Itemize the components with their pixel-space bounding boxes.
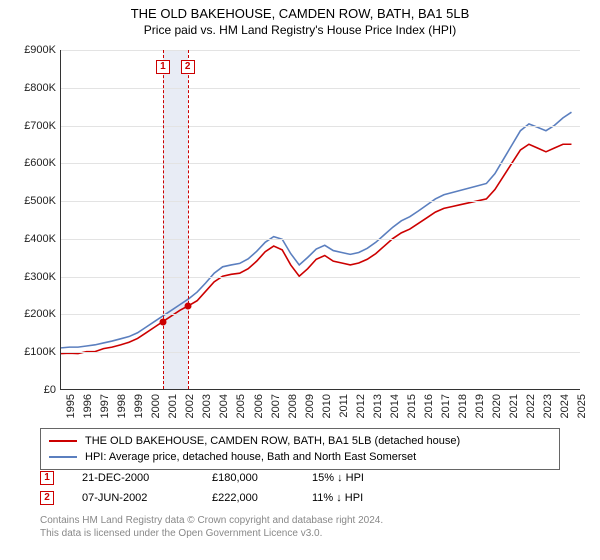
legend-swatch — [49, 456, 77, 458]
footer: Contains HM Land Registry data © Crown c… — [40, 514, 383, 540]
gridline — [61, 239, 580, 240]
y-axis-label: £500K — [24, 195, 56, 207]
y-axis-label: £400K — [24, 233, 56, 245]
gridline — [61, 201, 580, 202]
chart-subtitle: Price paid vs. HM Land Registry's House … — [0, 23, 600, 37]
gridline — [61, 163, 580, 164]
x-axis-label: 2015 — [406, 394, 418, 418]
event-vline — [188, 50, 189, 389]
event-date: 07-JUN-2002 — [82, 492, 212, 504]
x-axis-label: 2022 — [525, 394, 537, 418]
x-axis-label: 2007 — [270, 394, 282, 418]
x-axis-label: 1999 — [133, 394, 145, 418]
legend-label: HPI: Average price, detached house, Bath… — [85, 451, 416, 463]
y-axis-label: £100K — [24, 346, 56, 358]
gridline — [61, 50, 580, 51]
plot-area: £0£100K£200K£300K£400K£500K£600K£700K£80… — [60, 50, 580, 390]
chart-title: THE OLD BAKEHOUSE, CAMDEN ROW, BATH, BA1… — [0, 6, 600, 21]
event-marker: 1 — [156, 60, 170, 74]
plot-frame: £0£100K£200K£300K£400K£500K£600K£700K£80… — [60, 50, 580, 390]
titles: THE OLD BAKEHOUSE, CAMDEN ROW, BATH, BA1… — [0, 0, 600, 37]
x-axis-label: 2010 — [321, 394, 333, 418]
y-axis-label: £200K — [24, 308, 56, 320]
footer-line: This data is licensed under the Open Gov… — [40, 527, 383, 540]
x-axis-label: 2021 — [508, 394, 520, 418]
x-axis-label: 2006 — [253, 394, 265, 418]
event-row: 1 21-DEC-2000 £180,000 15% ↓ HPI — [40, 468, 432, 488]
event-price: £222,000 — [212, 492, 312, 504]
y-axis-label: £600K — [24, 157, 56, 169]
y-axis-label: £700K — [24, 120, 56, 132]
x-axis-label: 2025 — [576, 394, 588, 418]
event-dot — [184, 303, 191, 310]
event-date: 21-DEC-2000 — [82, 472, 212, 484]
event-dot — [159, 319, 166, 326]
x-axis-label: 2017 — [440, 394, 452, 418]
x-axis-label: 2005 — [235, 394, 247, 418]
y-axis-label: £300K — [24, 271, 56, 283]
gridline — [61, 314, 580, 315]
x-axis-label: 2003 — [201, 394, 213, 418]
x-axis-label: 2018 — [457, 394, 469, 418]
legend-item: HPI: Average price, detached house, Bath… — [49, 449, 551, 465]
x-axis-label: 2001 — [167, 394, 179, 418]
legend-item: THE OLD BAKEHOUSE, CAMDEN ROW, BATH, BA1… — [49, 433, 551, 449]
x-axis-label: 2014 — [389, 394, 401, 418]
gridline — [61, 277, 580, 278]
footer-line: Contains HM Land Registry data © Crown c… — [40, 514, 383, 527]
x-axis-label: 2023 — [542, 394, 554, 418]
event-table: 1 21-DEC-2000 £180,000 15% ↓ HPI 2 07-JU… — [40, 468, 432, 508]
chart-container: THE OLD BAKEHOUSE, CAMDEN ROW, BATH, BA1… — [0, 0, 600, 560]
series-hpi — [61, 112, 571, 348]
legend-swatch — [49, 440, 77, 442]
y-axis-label: £800K — [24, 82, 56, 94]
y-axis-label: £900K — [24, 44, 56, 56]
x-axis-label: 1995 — [65, 394, 77, 418]
x-axis-label: 2016 — [423, 394, 435, 418]
x-axis-label: 2011 — [338, 394, 350, 418]
x-axis-label: 2008 — [287, 394, 299, 418]
event-price: £180,000 — [212, 472, 312, 484]
x-axis-label: 2024 — [559, 394, 571, 418]
gridline — [61, 88, 580, 89]
x-axis-label: 1998 — [116, 394, 128, 418]
gridline — [61, 126, 580, 127]
event-delta: 15% ↓ HPI — [312, 472, 432, 484]
x-axis-label: 2004 — [218, 394, 230, 418]
x-axis-label: 2012 — [355, 394, 367, 418]
event-marker: 2 — [181, 60, 195, 74]
x-axis-label: 2013 — [372, 394, 384, 418]
x-axis-label: 2002 — [184, 394, 196, 418]
legend: THE OLD BAKEHOUSE, CAMDEN ROW, BATH, BA1… — [40, 428, 560, 470]
x-axis-label: 1997 — [99, 394, 111, 418]
legend-label: THE OLD BAKEHOUSE, CAMDEN ROW, BATH, BA1… — [85, 435, 460, 447]
x-axis-label: 2009 — [304, 394, 316, 418]
x-axis-label: 2020 — [491, 394, 503, 418]
event-marker-box: 2 — [40, 491, 54, 505]
x-axis-label: 2000 — [150, 394, 162, 418]
event-row: 2 07-JUN-2002 £222,000 11% ↓ HPI — [40, 488, 432, 508]
x-axis-label: 1996 — [82, 394, 94, 418]
gridline — [61, 352, 580, 353]
event-vline — [163, 50, 164, 389]
event-marker-box: 1 — [40, 471, 54, 485]
y-axis-label: £0 — [44, 384, 56, 396]
line-series-svg — [61, 50, 580, 389]
event-delta: 11% ↓ HPI — [312, 492, 432, 504]
x-axis-label: 2019 — [474, 394, 486, 418]
